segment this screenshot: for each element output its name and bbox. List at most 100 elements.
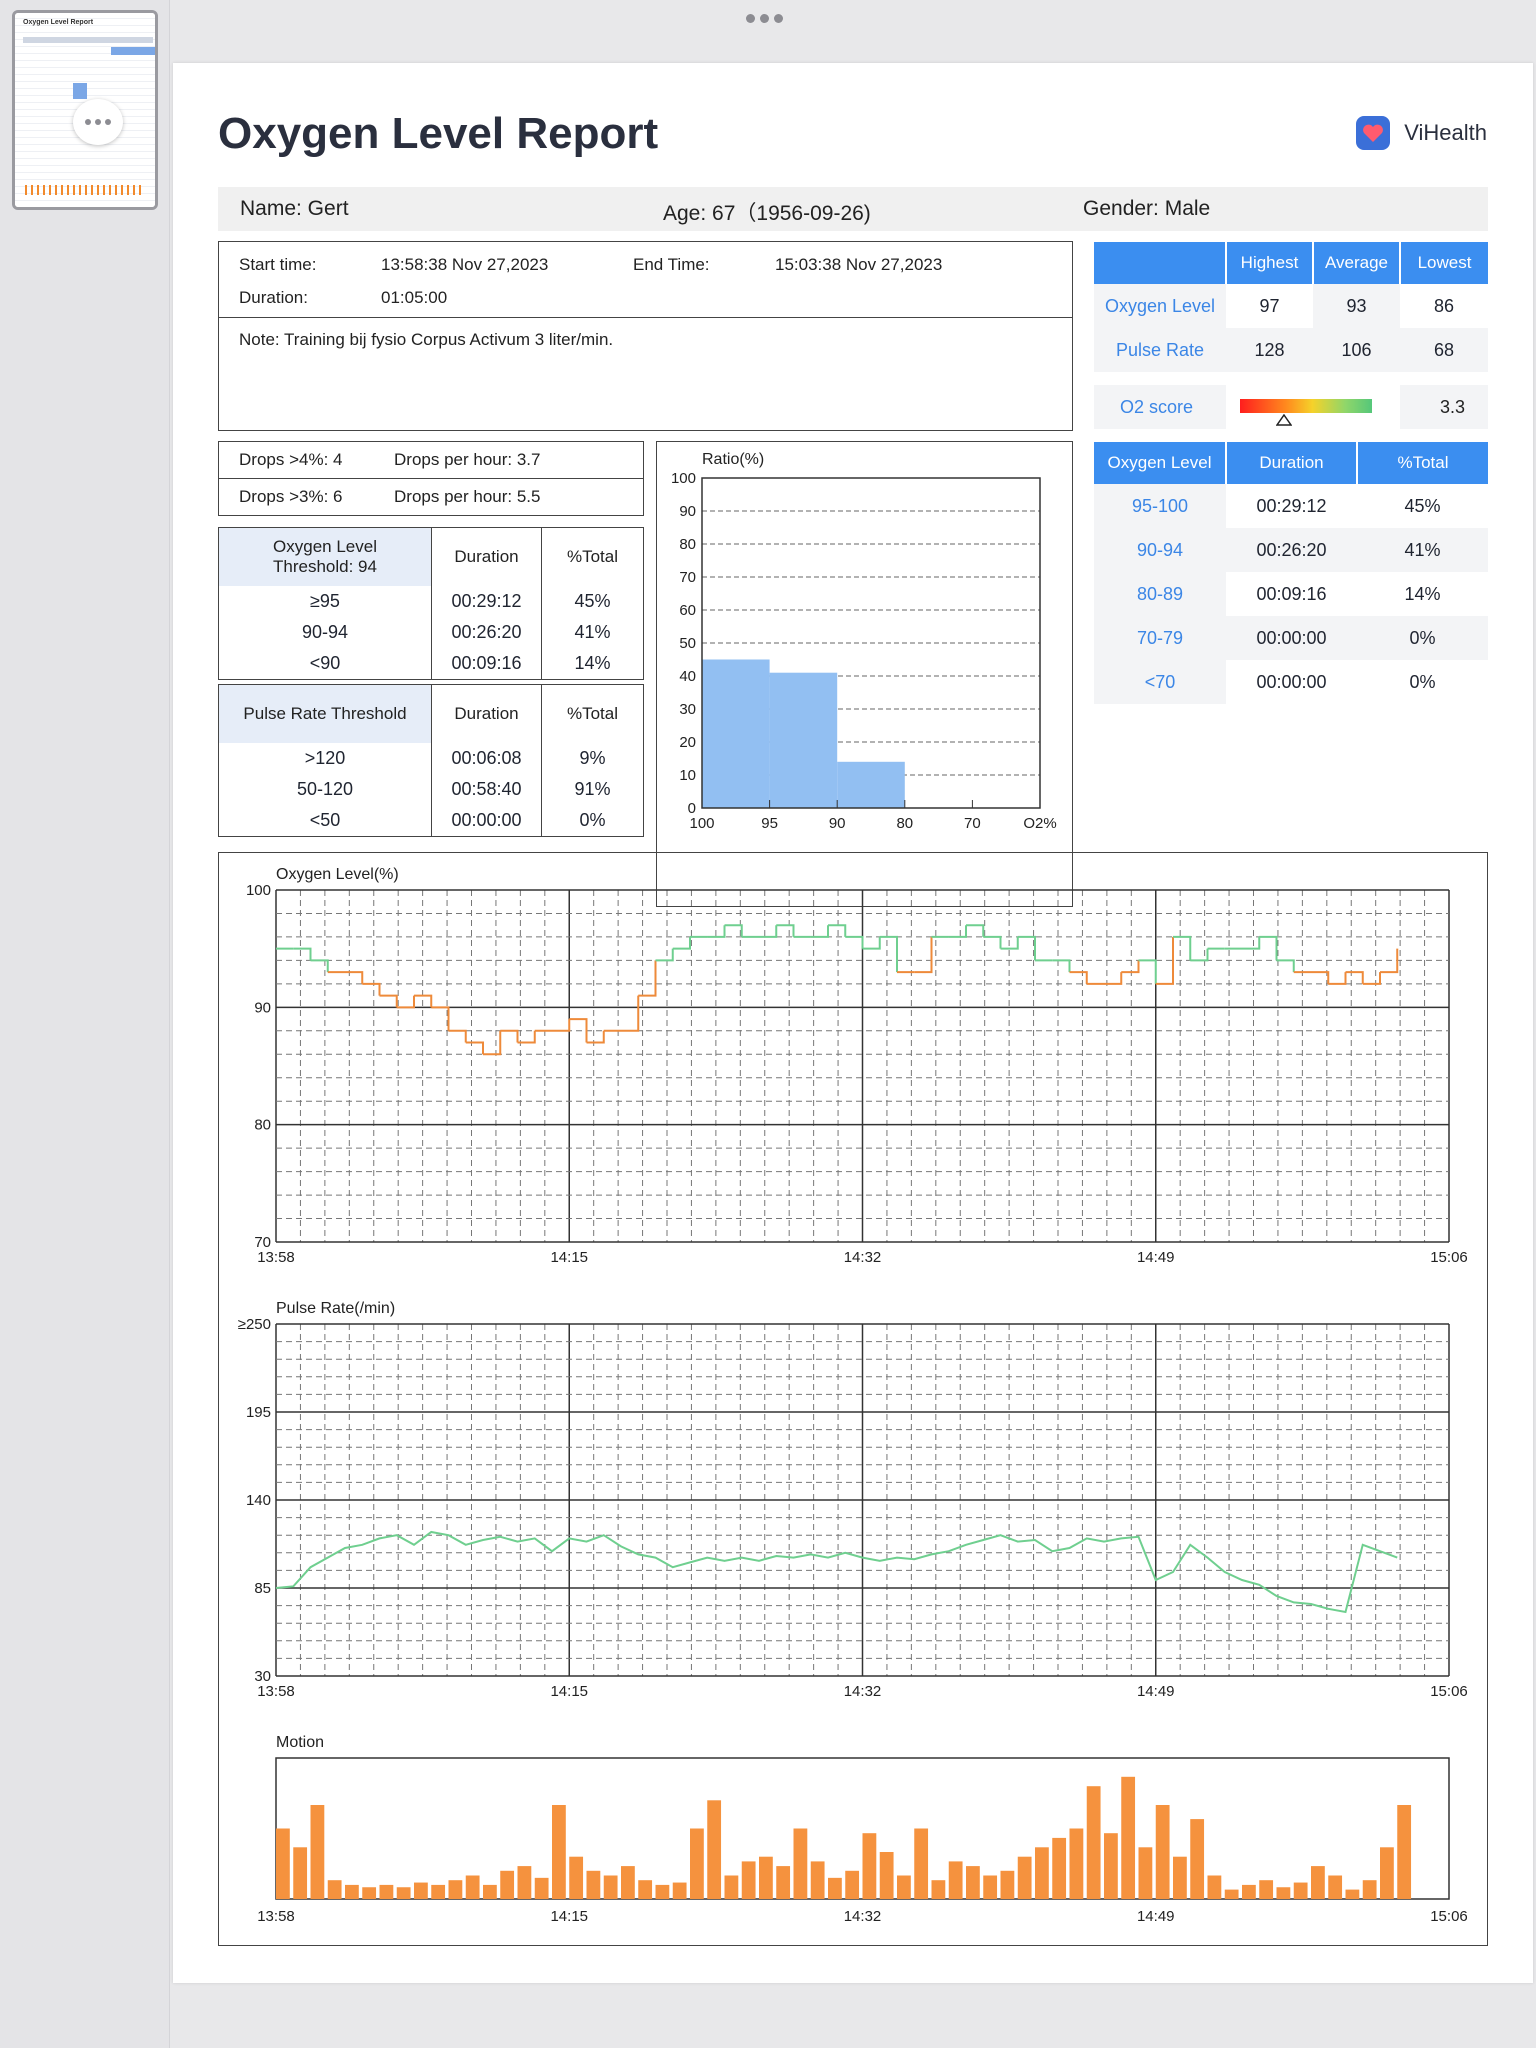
motion-bar [1052,1837,1067,1899]
patient-gender: Gender: Male [1083,197,1211,220]
oxygen-line-segment [1017,935,1036,961]
motion-bar [931,1880,946,1899]
x-tick-label: 13:58 [257,1908,295,1925]
oxygen-line-segment [672,936,691,950]
report-page: Oxygen Level Report ViHealth Name: Gert … [173,63,1533,1983]
ratio-chart-box: Ratio(%) 100 90 80 70 60 50 40 30 20 10 0 100 95 90 80 7… [656,441,1073,907]
y-tick-label: 90 [679,503,696,520]
page-thumbnail[interactable]: Oxygen Level Report [12,10,158,210]
motion-bar [483,1884,497,1899]
x-tick-label: 14:15 [550,1249,588,1266]
report-title: Oxygen Level Report [218,109,659,158]
y-tick-label: ≥250 [238,1316,271,1333]
duration-label: Duration: [239,288,308,307]
thumbnail-title: Oxygen Level Report [23,19,94,26]
start-time-label: Start time: [239,255,317,274]
more-dot-icon [95,119,101,125]
oxygen-line-segment [1052,959,1071,973]
percent-header: %Total [541,684,644,743]
table-row: ≥95 00:29:12 45% [218,585,644,617]
motion-bar [569,1856,584,1899]
table-row: 90-94 00:26:20 41% [218,616,644,648]
y-tick-label: 50 [679,635,696,652]
motion-bar [690,1828,704,1899]
oxygen-line-segment [379,994,398,1008]
thumbnail-info-bar [23,37,153,43]
patient-name: Name: Gert [240,197,349,220]
motion-bar [862,1833,877,1899]
oxygen-line-segment [862,936,881,950]
brand: ViHealth [1356,116,1487,150]
y-tick-label: 80 [679,536,696,553]
motion-bar [914,1828,929,1899]
motion-bar [966,1866,980,1899]
x-tick-label: 15:06 [1430,1683,1468,1700]
oxygen-range-table: Oxygen Level Duration %Total 95-100 00:29… [1094,442,1488,704]
motion-bar [396,1887,411,1899]
patient-info-bar: Name: Gert Age: 67（1956-09-26) Gender: M… [218,187,1488,231]
oxygen-line-segment [1190,948,1209,962]
table-row: 80-89 00:09:16 14% [1094,572,1488,616]
motion-bar [1017,1856,1032,1899]
ratio-bar [769,672,838,808]
motion-bar [362,1887,377,1899]
table-row: <70 00:00:00 0% [1094,660,1488,704]
motion-bar [879,1852,894,1899]
oxygen-line-segment [759,925,778,938]
oxygen-threshold-header: Oxygen Level Threshold: 94 [218,527,432,586]
y-tick-label: 10 [679,767,696,784]
x-tick-label: 13:58 [257,1683,295,1700]
oxygen-line-segment [1121,960,1140,974]
highest-header: Highest [1226,242,1314,284]
motion-bar [1276,1887,1291,1899]
motion-bar [379,1884,394,1899]
x-tick-label: 70 [964,815,981,832]
y-tick-label: 80 [254,1117,271,1134]
x-tick-label: 14:32 [844,1908,882,1925]
x-tick-label: 15:06 [1430,1249,1468,1266]
x-tick-label: 15:06 [1430,1908,1468,1925]
window-menu-icon[interactable] [746,14,783,23]
motion-bar [603,1875,618,1899]
oxygen-line-segment [362,982,381,996]
oxygen-line-segment [1242,936,1261,950]
pulse-line [275,1530,1398,1614]
oxygen-line-segment [983,935,1002,949]
x-tick-label: O2% [1023,815,1056,832]
duration-header: Duration [1226,442,1358,484]
motion-bar [1000,1870,1015,1899]
x-tick-label: 95 [761,815,778,832]
motion-bar [672,1882,687,1899]
oxygen-line-segment [396,995,415,1009]
drops-4-label: Drops >4%: 4 [239,450,343,469]
y-tick-label: 100 [246,882,271,899]
x-tick-label: 90 [829,815,846,832]
motion-bar [621,1866,635,1899]
y-tick-label: 85 [254,1580,271,1597]
more-dot-icon [85,119,91,125]
y-tick-label: 20 [679,734,696,751]
oxygen-line-segment [966,924,985,937]
oxygen-line-segment [1000,936,1019,950]
oxygen-line-segment [724,924,743,937]
x-tick-label: 14:49 [1137,1249,1175,1266]
drops-4-rate: Drops per hour: 3.7 [394,450,541,469]
table-row: >120 00:06:08 9% [218,742,644,774]
oxygen-line-segment [448,1029,467,1043]
table-row: 95-100 00:29:12 45% [1094,484,1488,528]
table-row: 90-94 00:26:20 41% [1094,528,1488,572]
more-options-button[interactable] [73,99,123,145]
motion-bar [655,1884,670,1899]
motion-bar [552,1805,566,1899]
summary-table: Highest Average Lowest Oxygen Level 97 9… [1094,242,1488,372]
drops-3-rate: Drops per hour: 5.5 [394,487,541,506]
motion-bar [707,1800,722,1899]
range-header: Oxygen Level [1094,442,1227,484]
motion-bar [1311,1866,1325,1899]
x-tick-label: 14:15 [550,1908,588,1925]
oxygen-line-segment [638,960,657,997]
brand-name: ViHealth [1404,120,1487,145]
motion-bar [1138,1847,1153,1899]
motion-bar [586,1870,601,1899]
motion-bar [1380,1847,1394,1899]
